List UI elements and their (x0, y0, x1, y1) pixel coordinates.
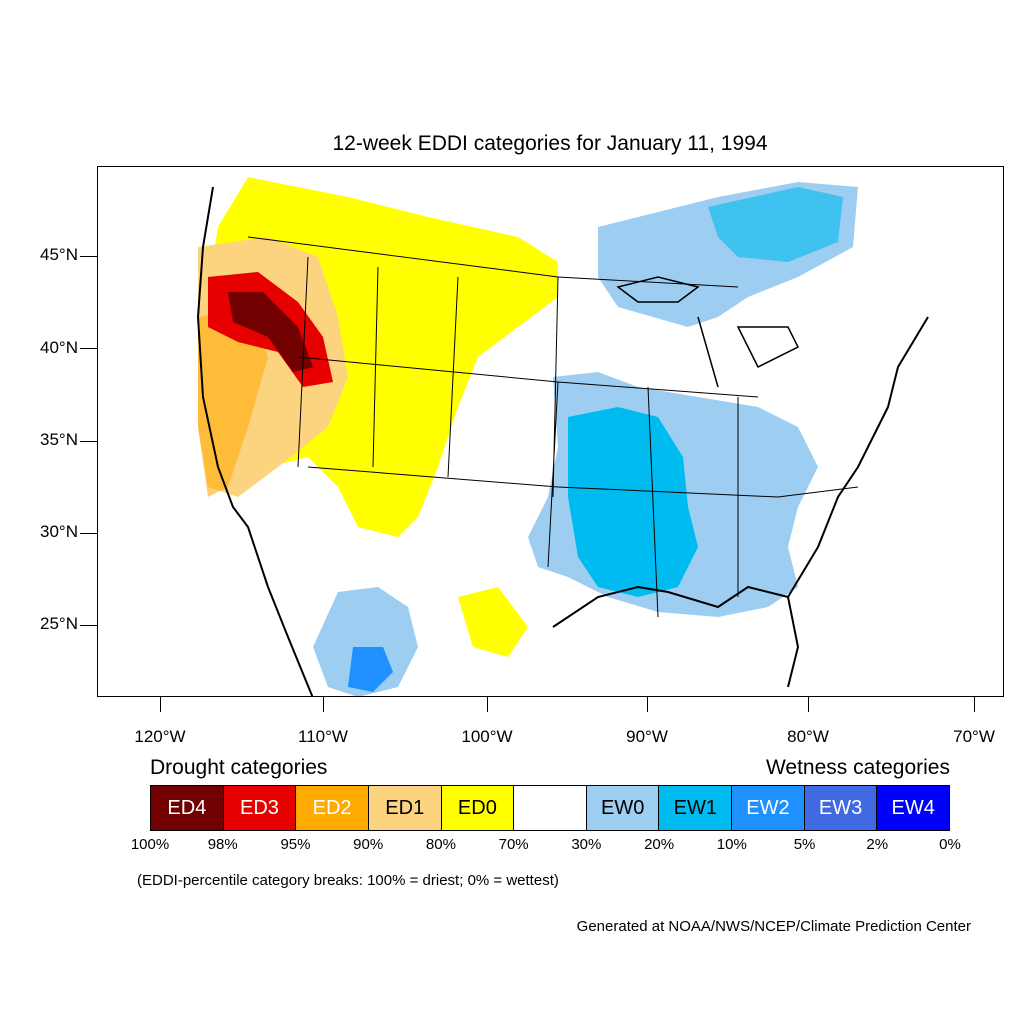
lon-tick-mark (323, 697, 324, 712)
legend-category-ew0: EW0 (586, 786, 660, 830)
legend-break-label: 95% (280, 836, 311, 853)
lat-tick-label: 30°N (40, 522, 78, 541)
lat-tick-mark (80, 348, 97, 349)
great-lakes-wetter-region (708, 187, 843, 262)
lon-tick-mark (808, 697, 809, 712)
wetness-categories-label: Wetness categories (765, 756, 950, 779)
map-frame (97, 166, 1004, 697)
legend-category-neutral (514, 786, 587, 830)
legend-category-ed3: ED3 (223, 786, 297, 830)
great-lakes-outline (616, 276, 800, 388)
legend-break-label: 5% (793, 836, 816, 853)
lon-tick-mark (487, 697, 488, 712)
legend-category-ed2: ED2 (296, 786, 369, 830)
eddi-map (196, 177, 929, 696)
mexico-wet-region (348, 647, 393, 692)
legend-category-ed4: ED4 (151, 786, 224, 830)
map-title: 12-week EDDI categories for January 11, … (332, 132, 768, 155)
legend-color-bar: ED4 ED3 ED2 ED1 ED0 EW0 EW1 EW2 EW3 EW4 (150, 785, 950, 831)
south-texas-drought-region (458, 587, 528, 657)
state-borders (247, 236, 859, 618)
lon-tick-mark (160, 697, 161, 712)
mississippi-valley-wet-region (568, 407, 698, 597)
legend-break-label: 10% (716, 836, 747, 853)
legend-break-label: 80% (425, 836, 456, 853)
lon-tick-label: 70°W (953, 727, 995, 746)
legend-category-ed1: ED1 (368, 786, 442, 830)
legend-break-label: 100% (130, 836, 170, 853)
coastline (196, 186, 929, 696)
legend-break-label: 0% (939, 836, 961, 853)
drought-categories-label: Drought categories (150, 756, 328, 779)
legend-category-ew3: EW3 (804, 786, 878, 830)
lat-tick-label: 40°N (40, 338, 78, 357)
category-breaks-note: (EDDI-percentile category breaks: 100% =… (137, 872, 559, 889)
legend-break-label: 98% (207, 836, 238, 853)
lon-tick-label: 80°W (787, 727, 829, 746)
legend-break-label: 30% (571, 836, 602, 853)
lat-tick-mark (80, 256, 97, 257)
lon-tick-label: 120°W (134, 727, 186, 746)
credit-text: Generated at NOAA/NWS/NCEP/Climate Predi… (576, 918, 971, 935)
lat-tick-label: 45°N (40, 245, 78, 264)
mexico-wet-region-outer (313, 587, 418, 696)
legend-category-ew1: EW1 (659, 786, 733, 830)
legend-category-ed0: ED0 (441, 786, 515, 830)
lon-tick-label: 110°W (298, 727, 348, 746)
lat-tick-label: 25°N (40, 614, 78, 633)
legend-category-ew4: EW4 (877, 786, 950, 830)
lat-tick-mark (80, 441, 97, 442)
lon-tick-mark (647, 697, 648, 712)
lat-tick-mark (80, 625, 97, 626)
legend-break-label: 20% (644, 836, 675, 853)
california-drought-region (198, 307, 268, 497)
legend-break-label: 2% (866, 836, 889, 853)
lon-tick-mark (974, 697, 975, 712)
lat-tick-mark (80, 533, 97, 534)
lon-tick-label: 90°W (626, 727, 668, 746)
lon-tick-label: 100°W (461, 727, 513, 746)
legend-category-ew2: EW2 (732, 786, 805, 830)
legend-break-label: 90% (353, 836, 384, 853)
great-basin-core-drought-region (228, 292, 313, 372)
lat-tick-label: 35°N (40, 430, 78, 449)
legend-break-label: 70% (498, 836, 529, 853)
